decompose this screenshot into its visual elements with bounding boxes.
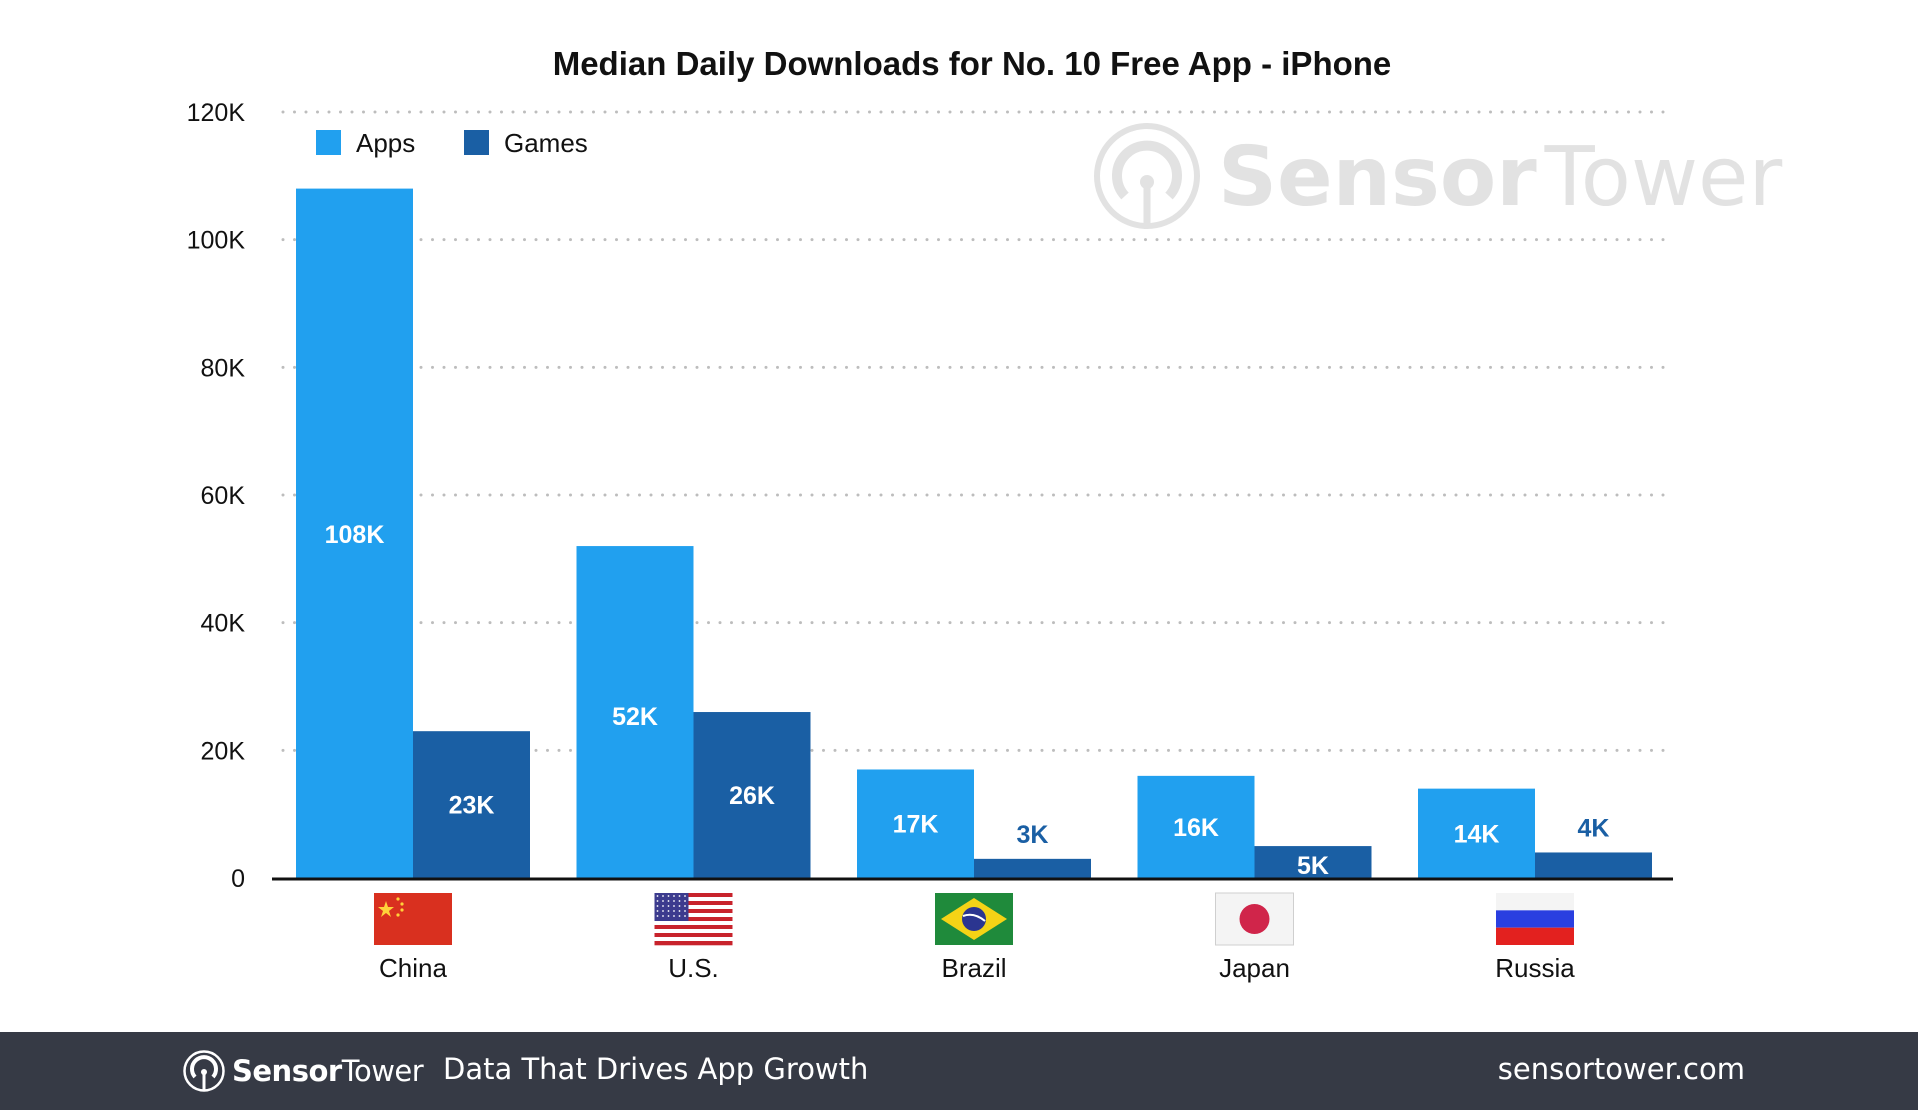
y-tick-label: 40K: [201, 610, 246, 638]
data-label: 26K: [729, 782, 775, 810]
legend-games-label: Games: [504, 128, 588, 158]
bar-chart: Median Daily Downloads for No. 10 Free A…: [187, 45, 1783, 983]
x-tick-label: China: [379, 953, 447, 983]
bar-apps-1: [576, 546, 694, 878]
brazil-flag-icon: [935, 893, 1013, 945]
y-tick-label: 80K: [201, 354, 246, 382]
footer-tagline: Data That Drives App Growth: [443, 1052, 869, 1086]
sensor-tower-logo-icon: [1094, 123, 1200, 229]
y-axis-ticks: 0 20K 40K 60K 80K 100K 120K: [187, 99, 246, 893]
x-tick-label: Japan: [1219, 953, 1290, 983]
footer-bar: SensorTower Data That Drives App Growth …: [0, 1032, 1918, 1110]
data-label: 16K: [1173, 814, 1219, 842]
y-tick-label: 100K: [187, 227, 246, 255]
y-tick-label: 0: [231, 865, 245, 893]
chart-title: Median Daily Downloads for No. 10 Free A…: [553, 45, 1392, 82]
legend-games-swatch: [464, 130, 489, 155]
footer-url-link[interactable]: sensortower.com: [1497, 1052, 1745, 1086]
bar-apps-4: [1418, 788, 1535, 878]
footer-logo[interactable]: SensorTower: [182, 1049, 424, 1093]
country-flags: [374, 892, 1574, 946]
x-tick-label: Brazil: [941, 953, 1006, 983]
data-label: 108K: [325, 521, 385, 549]
footer-brand-bold: Sensor: [232, 1054, 342, 1088]
bar-apps-0: [296, 188, 413, 879]
watermark-brand-bold: Sensor: [1218, 130, 1537, 225]
bar-games-0: [413, 731, 530, 878]
data-label: 4K: [1578, 814, 1610, 842]
y-tick-label: 20K: [201, 737, 246, 765]
sensor-tower-logo-icon: [183, 1050, 225, 1092]
bar-games-4: [1535, 852, 1652, 878]
data-label: 14K: [1454, 820, 1500, 848]
data-label: 52K: [612, 703, 658, 731]
legend: Apps Games: [316, 128, 588, 158]
bars: [296, 188, 1652, 879]
y-tick-label: 60K: [201, 482, 246, 510]
y-tick-label: 120K: [187, 99, 246, 127]
data-label: 17K: [893, 811, 939, 839]
us-flag-icon: [654, 893, 733, 946]
bar-apps-2: [857, 769, 974, 878]
legend-apps-swatch: [316, 130, 341, 155]
watermark-brand-light: Tower: [1544, 130, 1783, 225]
bar-games-2: [974, 858, 1091, 878]
china-flag-icon: [374, 893, 452, 945]
russia-flag-icon: [1496, 893, 1574, 945]
svg-text:SensorTower: SensorTower: [1218, 130, 1782, 225]
bar-games-1: [693, 712, 811, 878]
data-label: 5K: [1297, 852, 1329, 880]
x-tick-label: Russia: [1495, 953, 1575, 983]
japan-flag-icon: [1215, 892, 1294, 946]
bar-games-3: [1254, 846, 1372, 878]
x-axis-labels: China U.S. Brazil Japan Russia: [379, 953, 1575, 983]
x-tick-label: U.S.: [668, 953, 719, 983]
data-label: 23K: [449, 792, 495, 820]
data-labels: 108K 23K 52K 26K 17K 3K 16K 5K 14K 4K: [325, 521, 1610, 880]
legend-apps-label: Apps: [356, 128, 415, 158]
bar-apps-3: [1137, 775, 1255, 878]
sensor-tower-watermark: SensorTower: [1094, 123, 1782, 229]
footer-brand-light: Tower: [341, 1054, 424, 1088]
data-label: 3K: [1017, 821, 1049, 849]
